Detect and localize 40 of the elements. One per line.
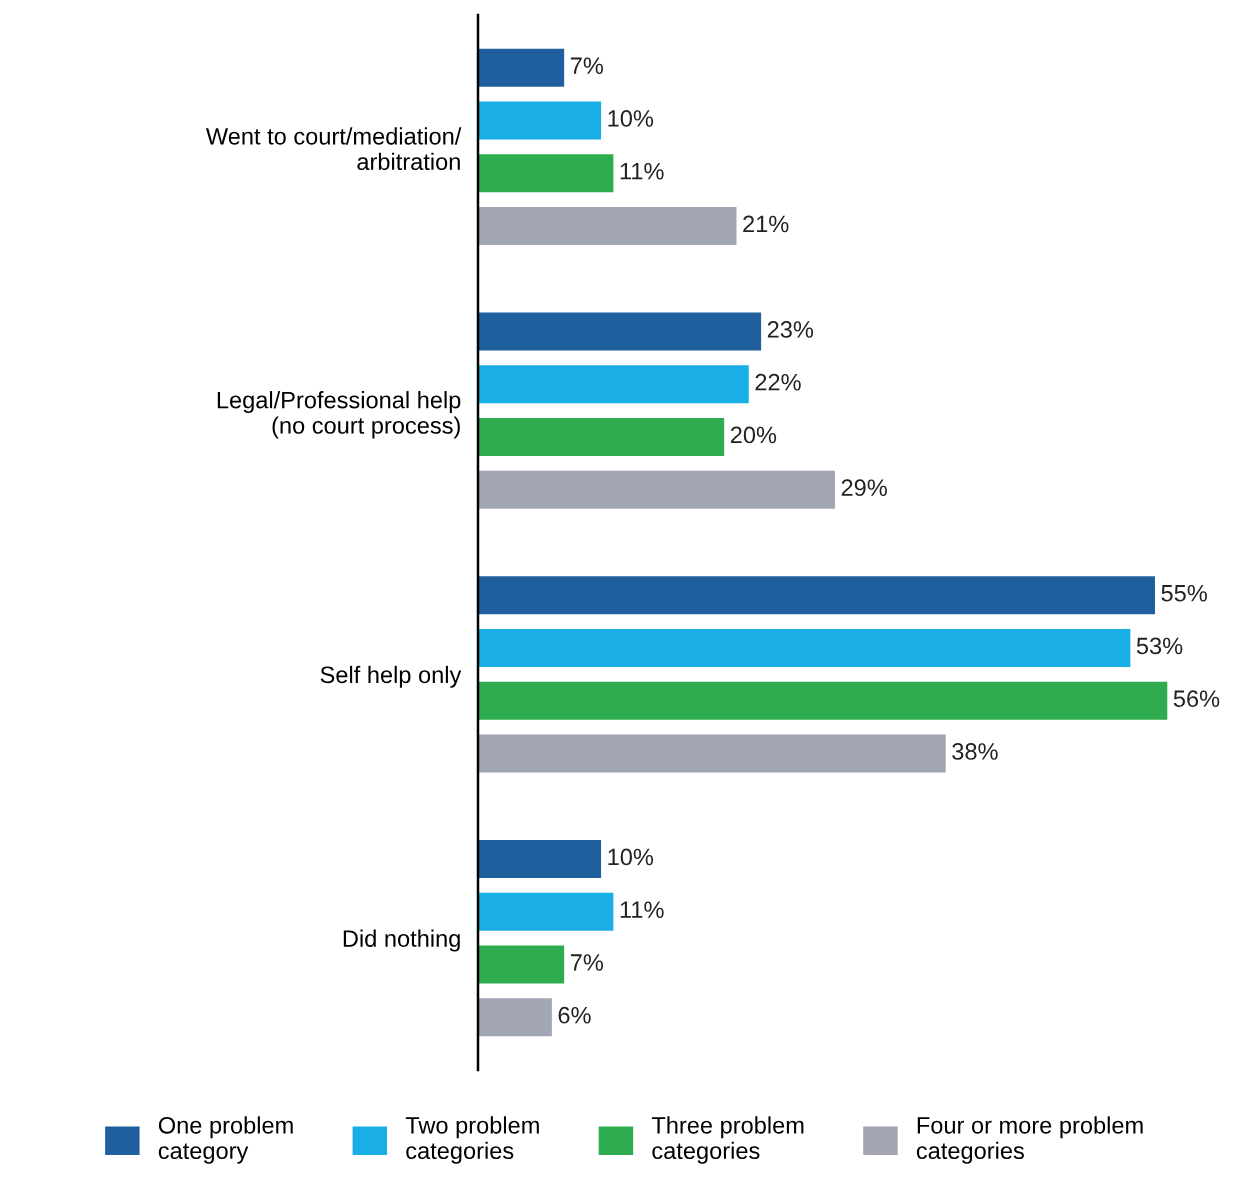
bar: [478, 101, 602, 140]
legend-label: Three problem categories: [651, 1116, 804, 1164]
y-tick-label: Did nothing: [343, 929, 460, 952]
data-label: 23%: [767, 321, 814, 338]
bar: [478, 734, 946, 773]
bar: [478, 945, 565, 984]
bar: [478, 998, 552, 1037]
bar: [478, 840, 602, 878]
data-label: 20%: [730, 426, 777, 444]
data-label: 53%: [1136, 637, 1183, 655]
bar: [478, 892, 614, 931]
bar: [478, 418, 725, 456]
bar: [478, 629, 1131, 667]
data-label: 55%: [1161, 584, 1207, 602]
data-label: 6%: [558, 1006, 591, 1024]
bar: [478, 576, 1155, 615]
bar: [478, 681, 1168, 720]
bar: [478, 312, 762, 351]
legend-label: Two problem categories: [405, 1116, 539, 1164]
y-tick-label: Self help only: [320, 665, 462, 688]
legend-label: One problem category: [158, 1116, 293, 1164]
y-tick-label: Legal/Professional help (no court process): [217, 391, 461, 439]
data-label: 11%: [620, 901, 664, 918]
bar: [478, 48, 565, 87]
bar: [478, 365, 749, 404]
y-tick-label: Went to court/mediation/ arbitration: [205, 127, 462, 171]
legend-label: Four or more problem categories: [916, 1116, 1143, 1164]
data-label: 11%: [620, 162, 664, 180]
data-label: 22%: [755, 373, 801, 391]
data-label: 10%: [608, 848, 654, 866]
data-label: 38%: [952, 743, 998, 760]
data-label: 56%: [1173, 690, 1220, 708]
data-label: 29%: [841, 479, 887, 497]
data-label: 21%: [743, 215, 789, 233]
bar: [478, 207, 737, 245]
bar: [478, 470, 835, 509]
data-label: 10%: [608, 110, 654, 127]
bar: [478, 154, 614, 193]
data-label: 7%: [570, 57, 603, 74]
data-label: 7%: [570, 954, 603, 971]
